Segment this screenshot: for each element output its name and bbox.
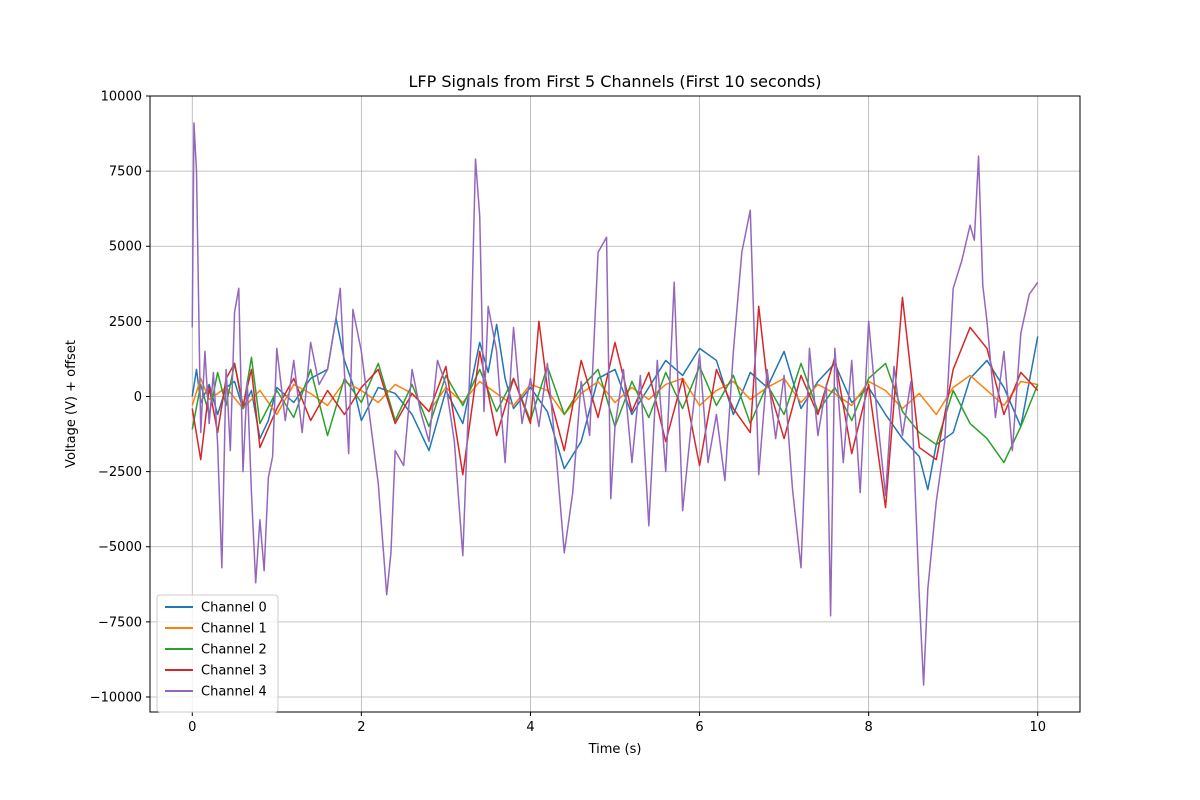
x-tick-label: 10: [1029, 720, 1046, 735]
series-lines: [191, 122, 1039, 686]
y-tick-label: 0: [134, 390, 142, 405]
series-line-channel-4: [191, 122, 1039, 686]
y-tick-label: 7500: [109, 165, 142, 180]
y-tick-label: −10000: [90, 690, 142, 705]
y-tick-label: −2500: [98, 465, 142, 480]
y-axis-title: Voltage (V) + offset: [64, 340, 79, 468]
chart-title: LFP Signals from First 5 Channels (First…: [409, 72, 822, 91]
legend: Channel 0 Channel 1 Channel 2 Channel 3 Chan…: [156, 594, 279, 713]
legend-label: Channel 4: [201, 685, 267, 700]
legend-box: [156, 594, 279, 713]
y-tick-label: 5000: [109, 240, 142, 255]
legend-label: Channel 3: [201, 664, 267, 679]
legend-label: Channel 0: [201, 601, 267, 616]
legend-label: Channel 2: [201, 643, 267, 658]
x-tick-label: 4: [526, 720, 534, 735]
x-tick-label: 8: [864, 720, 872, 735]
x-axis-title: Time (s): [588, 742, 642, 757]
y-tick-label: −5000: [98, 540, 142, 555]
axis-ticks: 0 2 4 6 8 10 −10000 −7500 −5000 −2500 0 2500 5000 750…: [90, 90, 1046, 736]
plot-frame: [149, 95, 1081, 713]
x-tick-label: 6: [695, 720, 703, 735]
series-line-channel-0: [191, 317, 1039, 491]
x-tick-label: 0: [188, 720, 196, 735]
y-tick-label: 10000: [101, 90, 142, 105]
legend-label: Channel 1: [201, 622, 267, 637]
y-tick-label: 2500: [109, 315, 142, 330]
x-tick-label: 2: [357, 720, 365, 735]
y-tick-label: −7500: [98, 615, 142, 630]
